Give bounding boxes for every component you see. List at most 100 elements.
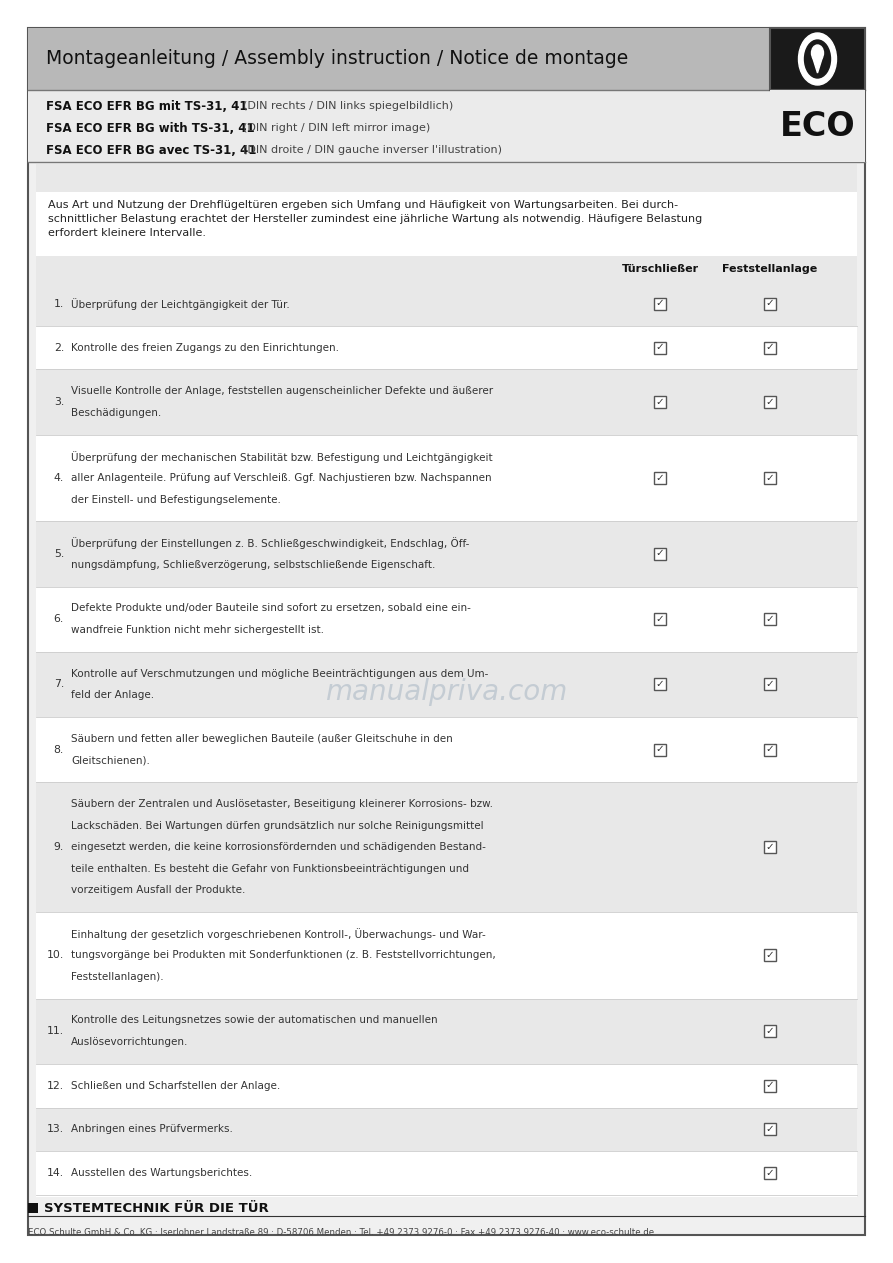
Text: Gleitschienen).: Gleitschienen). <box>71 755 150 765</box>
Text: ✓: ✓ <box>655 397 664 407</box>
Text: 4.: 4. <box>54 474 64 482</box>
Text: (DIN right / DIN left mirror image): (DIN right / DIN left mirror image) <box>243 123 430 133</box>
Bar <box>36 522 857 586</box>
Text: Defekte Produkte und/oder Bauteile sind sofort zu ersetzen, sobald eine ein-: Defekte Produkte und/oder Bauteile sind … <box>71 604 471 614</box>
Text: FSA ECO EFR BG avec TS-31, 41: FSA ECO EFR BG avec TS-31, 41 <box>46 144 256 157</box>
Text: Überprüfung der mechanischen Stabilität bzw. Befestigung und Leichtgängigkeit: Überprüfung der mechanischen Stabilität … <box>71 451 493 462</box>
Text: SYSTEMTECHNIK FÜR DIE TÜR: SYSTEMTECHNIK FÜR DIE TÜR <box>44 1201 269 1215</box>
Text: ECO Schulte GmbH & Co. KG · Iserlohner Landstraße 89 · D-58706 Menden · Tel. +49: ECO Schulte GmbH & Co. KG · Iserlohner L… <box>28 1228 655 1236</box>
Bar <box>654 341 666 354</box>
Text: nungsdämpfung, Schließverzögerung, selbstschließende Eigenschaft.: nungsdämpfung, Schließverzögerung, selbs… <box>71 560 436 570</box>
Text: Feststellanlagen).: Feststellanlagen). <box>71 971 163 981</box>
Text: ✓: ✓ <box>655 744 664 754</box>
Text: schnittlicher Belastung erachtet der Hersteller zumindest eine jährliche Wartung: schnittlicher Belastung erachtet der Her… <box>48 213 702 224</box>
Text: Kontrolle des freien Zugangs zu den Einrichtungen.: Kontrolle des freien Zugangs zu den Einr… <box>71 342 339 352</box>
Bar <box>764 298 776 309</box>
Ellipse shape <box>812 45 823 61</box>
Bar <box>654 472 666 484</box>
Text: Überprüfung der Einstellungen z. B. Schließgeschwindigkeit, Endschlag, Öff-: Überprüfung der Einstellungen z. B. Schl… <box>71 537 470 549</box>
Text: 9.: 9. <box>54 842 64 853</box>
Bar <box>770 90 865 162</box>
Text: tungsvorgänge bei Produkten mit Sonderfunktionen (z. B. Feststellvorrichtungen,: tungsvorgänge bei Produkten mit Sonderfu… <box>71 950 496 960</box>
Text: 7.: 7. <box>54 679 64 690</box>
Bar <box>764 1123 776 1135</box>
Text: ✓: ✓ <box>655 679 664 688</box>
Bar <box>764 1167 776 1180</box>
Text: Visuelle Kontrolle der Anlage, feststellen augenscheinlicher Defekte und äußerer: Visuelle Kontrolle der Anlage, feststell… <box>71 386 493 397</box>
Bar <box>36 282 857 326</box>
Text: ✓: ✓ <box>765 950 774 960</box>
Text: ✓: ✓ <box>765 1026 774 1036</box>
Text: vorzeitigem Ausfall der Produkte.: vorzeitigem Ausfall der Produkte. <box>71 885 246 895</box>
Bar <box>28 1202 38 1212</box>
Text: ✓: ✓ <box>765 342 774 352</box>
Text: ✓: ✓ <box>765 841 774 851</box>
Text: Anbringen eines Prüfvermerks.: Anbringen eines Prüfvermerks. <box>71 1124 233 1134</box>
Text: ✓: ✓ <box>765 397 774 407</box>
Bar <box>36 717 857 782</box>
Text: Schließen und Scharfstellen der Anlage.: Schließen und Scharfstellen der Anlage. <box>71 1081 280 1091</box>
Text: Feststellanlage: Feststellanlage <box>722 264 818 274</box>
Text: 6.: 6. <box>54 614 64 624</box>
Bar <box>36 782 857 912</box>
Ellipse shape <box>805 40 830 78</box>
Text: Überprüfung der Leichtgängigkeit der Tür.: Überprüfung der Leichtgängigkeit der Tür… <box>71 298 289 309</box>
Bar <box>764 472 776 484</box>
Polygon shape <box>813 57 822 73</box>
Text: Kontrolle auf Verschmutzungen und mögliche Beeinträchtigungen aus dem Um-: Kontrolle auf Verschmutzungen und möglic… <box>71 668 488 678</box>
Bar <box>28 90 770 162</box>
Bar <box>36 326 857 370</box>
Text: 11.: 11. <box>46 1026 64 1036</box>
Bar <box>36 586 857 652</box>
Text: ✓: ✓ <box>765 679 774 688</box>
Bar <box>764 397 776 408</box>
Bar <box>654 397 666 408</box>
Text: manualpriva.com: manualpriva.com <box>325 677 568 706</box>
Bar <box>36 1152 857 1195</box>
Bar <box>36 370 857 434</box>
Text: Türschließer: Türschließer <box>622 264 698 274</box>
Bar <box>36 256 857 282</box>
Bar <box>654 614 666 625</box>
Text: Auslösevorrichtungen.: Auslösevorrichtungen. <box>71 1037 188 1047</box>
Text: 2.: 2. <box>54 342 64 352</box>
Bar <box>764 1080 776 1091</box>
Text: ECO: ECO <box>780 110 855 143</box>
Bar <box>764 950 776 961</box>
Text: Aus Art und Nutzung der Drehflügeltüren ergeben sich Umfang und Häufigkeit von W: Aus Art und Nutzung der Drehflügeltüren … <box>48 200 678 210</box>
Text: der Einstell- und Befestigungselemente.: der Einstell- und Befestigungselemente. <box>71 495 281 504</box>
Bar <box>654 548 666 560</box>
Text: 14.: 14. <box>46 1168 64 1178</box>
Text: (DIN droite / DIN gauche inverser l'illustration): (DIN droite / DIN gauche inverser l'illu… <box>243 145 502 155</box>
Text: (DIN rechts / DIN links spiegelbildlich): (DIN rechts / DIN links spiegelbildlich) <box>243 101 454 111</box>
Text: 1.: 1. <box>54 299 64 309</box>
Bar <box>36 1063 857 1108</box>
Bar <box>764 614 776 625</box>
Text: 5.: 5. <box>54 549 64 560</box>
Text: Beschädigungen.: Beschädigungen. <box>71 408 162 418</box>
Ellipse shape <box>798 33 837 85</box>
Text: 3.: 3. <box>54 397 64 407</box>
Text: Säubern und fetten aller beweglichen Bauteile (außer Gleitschuhe in den: Säubern und fetten aller beweglichen Bau… <box>71 734 453 744</box>
Text: eingesetzt werden, die keine korrosionsfördernden und schädigenden Bestand-: eingesetzt werden, die keine korrosionsf… <box>71 842 486 853</box>
Bar <box>764 1026 776 1037</box>
Text: ✓: ✓ <box>765 614 774 624</box>
Text: 8.: 8. <box>54 745 64 754</box>
Text: 13.: 13. <box>46 1124 64 1134</box>
Text: Kontrolle des Leitungsnetzes sowie der automatischen und manuellen: Kontrolle des Leitungsnetzes sowie der a… <box>71 1015 438 1026</box>
Bar <box>654 678 666 691</box>
Text: 12.: 12. <box>46 1081 64 1091</box>
Text: ✓: ✓ <box>655 298 664 308</box>
Bar <box>770 28 865 90</box>
Bar <box>36 434 857 522</box>
Text: erfordert kleinere Intervalle.: erfordert kleinere Intervalle. <box>48 229 206 237</box>
Bar <box>36 652 857 717</box>
Text: ✓: ✓ <box>765 1080 774 1090</box>
Bar <box>654 744 666 755</box>
Text: ✓: ✓ <box>655 342 664 352</box>
Text: wandfreie Funktion nicht mehr sichergestellt ist.: wandfreie Funktion nicht mehr sichergest… <box>71 625 324 635</box>
Text: ✓: ✓ <box>765 1124 774 1134</box>
Bar <box>764 744 776 755</box>
Text: Säubern der Zentralen und Auslösetaster, Beseitigung kleinerer Korrosions- bzw.: Säubern der Zentralen und Auslösetaster,… <box>71 799 493 810</box>
Text: Montageanleitung / Assembly instruction / Notice de montage: Montageanleitung / Assembly instruction … <box>46 49 629 68</box>
